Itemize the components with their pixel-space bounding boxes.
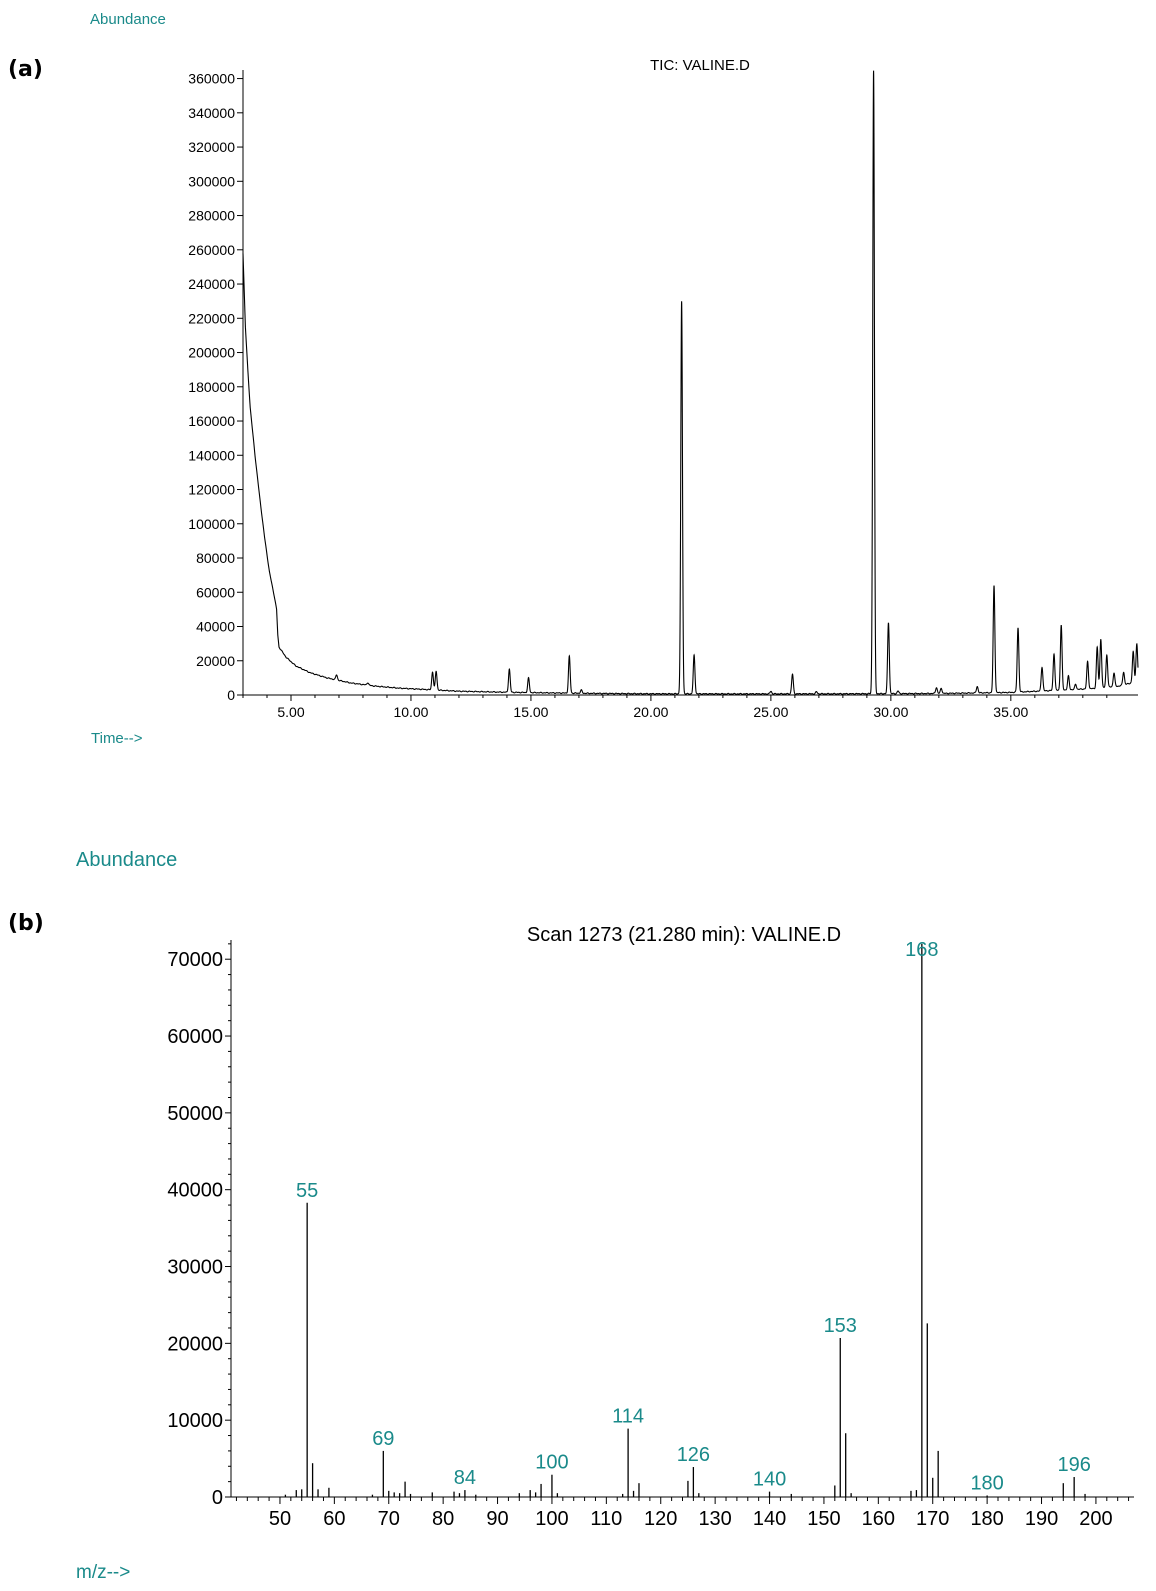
peak-label: 140: [753, 1469, 786, 1491]
peak-labels: 55 69 84 100 114 126 140 153 168 180 196: [296, 939, 1091, 1494]
x-tick-label: 60: [323, 1508, 345, 1530]
y-tick-label: 220000: [188, 310, 235, 326]
panel-label: (a): [8, 57, 43, 82]
peak-label: 114: [612, 1406, 644, 1428]
x-tick-label: 25.00: [753, 704, 788, 720]
tic-chart: Abundance (a) TIC: VALINE.D 0 20000 40000 6…: [8, 11, 1139, 747]
y-tick-label: 60000: [167, 1026, 223, 1048]
x-tick-label: 20.00: [633, 704, 668, 720]
x-tick-label: 170: [916, 1508, 949, 1530]
y-tick-label: 360000: [188, 71, 235, 87]
x-tick-label: 15.00: [513, 704, 548, 720]
y-tick-label: 140000: [188, 447, 235, 463]
y-tick-label: 120000: [188, 482, 235, 498]
x-tick-label: 90: [486, 1508, 508, 1530]
x-tick-label: 80: [432, 1508, 454, 1530]
x-axis: 50 60 70 80 90 100 110 120 130 140 150 160 170 180 190…: [231, 1496, 1134, 1530]
y-tick-label: 280000: [188, 208, 235, 224]
y-axis: 0 20000 40000 60000 80000 100000 120000 140000 1…: [188, 70, 244, 703]
peak-label: 69: [372, 1428, 394, 1450]
y-tick-label: 100000: [188, 516, 235, 532]
y-tick-label: 80000: [196, 550, 235, 566]
peak-label: 55: [296, 1180, 318, 1202]
x-tick-label: 30.00: [873, 704, 908, 720]
x-axis-label: m/z-->: [76, 1562, 130, 1583]
peak-label: 168: [905, 939, 938, 961]
x-tick-label: 190: [1025, 1508, 1058, 1530]
peak-label: 126: [677, 1444, 710, 1466]
peak-label: 100: [535, 1452, 568, 1474]
y-tick-label: 260000: [188, 242, 235, 258]
x-axis-label: Time-->: [91, 730, 143, 747]
y-tick-label: 10000: [167, 1410, 223, 1432]
y-tick-label: 320000: [188, 139, 235, 155]
chart-title: Scan 1273 (21.280 min): VALINE.D: [527, 924, 841, 946]
x-tick-label: 200: [1079, 1508, 1112, 1530]
chart-title: TIC: VALINE.D: [650, 57, 750, 74]
x-tick-label: 130: [698, 1508, 731, 1530]
y-tick-label: 240000: [188, 276, 235, 292]
y-tick-label: 20000: [196, 653, 235, 669]
tic-trace: [242, 70, 1139, 695]
x-tick-label: 180: [970, 1508, 1003, 1530]
y-tick-label: 40000: [196, 619, 235, 635]
y-axis-label: Abundance: [76, 849, 177, 871]
y-tick-label: 300000: [188, 173, 235, 189]
peak-label: 153: [824, 1315, 857, 1337]
x-tick-label: 5.00: [277, 704, 304, 720]
x-tick-label: 70: [378, 1508, 400, 1530]
x-axis: 5.00 10.00 15.00 20.00 25.00 30.00 35.00: [242, 694, 1138, 720]
y-tick-label: 160000: [188, 413, 235, 429]
y-tick-label: 70000: [167, 949, 223, 971]
x-tick-label: 120: [644, 1508, 677, 1530]
peak-label: 84: [454, 1467, 476, 1489]
y-tick-label: 180000: [188, 379, 235, 395]
x-tick-label: 140: [753, 1508, 786, 1530]
y-tick-label: 200000: [188, 345, 235, 361]
y-tick-label: 40000: [167, 1180, 223, 1202]
y-tick-label: 20000: [167, 1333, 223, 1355]
spectrum-peaks: [284, 943, 1086, 1497]
y-tick-label: 340000: [188, 105, 235, 121]
x-tick-label: 160: [862, 1508, 895, 1530]
peak-label: 180: [970, 1472, 1003, 1494]
x-tick-label: 50: [269, 1508, 291, 1530]
y-tick-label: 0: [212, 1487, 223, 1509]
x-tick-label: 150: [807, 1508, 840, 1530]
x-tick-label: 110: [590, 1508, 622, 1530]
y-axis-label: Abundance: [90, 11, 166, 28]
panel-label: (b): [8, 911, 44, 936]
peak-label: 196: [1057, 1454, 1090, 1476]
y-tick-label: 60000: [196, 584, 235, 600]
x-tick-label: 35.00: [993, 704, 1028, 720]
y-tick-label: 30000: [167, 1257, 223, 1279]
y-tick-label: 0: [227, 687, 235, 703]
y-axis: 0 10000 20000 30000 40000 50000 60000 70000: [167, 940, 232, 1509]
x-tick-label: 10.00: [393, 704, 428, 720]
y-tick-label: 50000: [167, 1103, 223, 1125]
x-tick-label: 100: [535, 1508, 568, 1530]
mass-spectrum-chart: Abundance (b) Scan 1273 (21.280 min): VA…: [8, 849, 1134, 1583]
